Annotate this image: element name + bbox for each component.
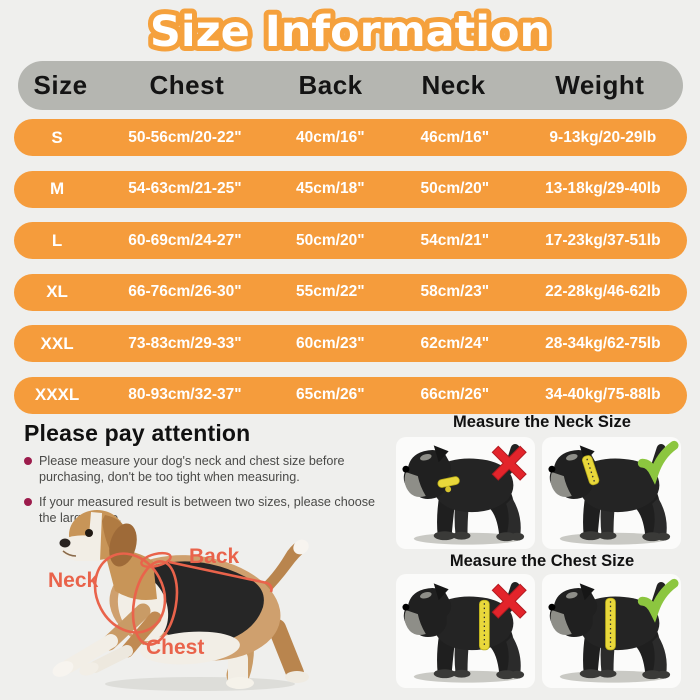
table-body: S 50-56cm/20-22" 40cm/16" 46cm/16" 9-13k… [14, 119, 687, 414]
cell-size: M [49, 179, 65, 198]
collar-band [437, 476, 460, 493]
cell-weight: 28-34kg/62-75lb [545, 334, 661, 352]
cell-back: 45cm/18" [296, 180, 365, 197]
chest-wrong-card [396, 574, 535, 688]
neck-guide-row [396, 437, 681, 549]
cell-size: XXXL [34, 385, 80, 404]
tape-band [479, 599, 490, 651]
chest-correct-card [542, 574, 681, 688]
tape-band [581, 455, 600, 486]
table-header-row: Size Chest Back Neck Weight [18, 61, 683, 110]
cell-size: L [51, 230, 63, 250]
cell-weight: 13-18kg/29-40lb [545, 180, 661, 197]
list-item: Please measure your dog's neck and chest… [24, 453, 382, 485]
header-neck: Neck [421, 70, 486, 100]
header-back: Back [298, 70, 363, 100]
cell-weight: 34-40kg/75-88lb [545, 386, 661, 403]
cell-weight: 22-28kg/46-62lb [545, 283, 661, 300]
diagram-label-neck: Neck [48, 569, 99, 592]
cell-weight: 9-13kg/20-29lb [549, 128, 657, 146]
cell-neck: 66cm/26" [420, 386, 490, 403]
attention-heading: Please pay attention [24, 420, 251, 446]
diagram-label-back: Back [189, 545, 240, 568]
cell-back: 40cm/16" [296, 128, 365, 146]
cell-chest: 73-83cm/29-33" [128, 334, 242, 352]
cell-back: 60cm/23" [296, 334, 365, 352]
bullet-dot-icon [24, 498, 32, 507]
header-size: Size [33, 70, 88, 100]
neck-wrong-card [396, 437, 535, 549]
cell-back: 50cm/20" [296, 231, 365, 249]
chest-guide-title: Measure the Chest Size [449, 552, 635, 570]
cell-size: S [51, 127, 63, 147]
cell-neck: 58cm/23" [420, 283, 490, 300]
attention-note: Please measure your dog's neck and chest… [39, 454, 345, 485]
diagram-label-chest: Chest [146, 636, 205, 659]
neck-correct-card [542, 437, 681, 549]
cell-chest: 80-93cm/32-37" [128, 386, 242, 403]
header-weight: Weight [555, 70, 645, 100]
table-row: S 50-56cm/20-22" 40cm/16" 46cm/16" 9-13k… [14, 119, 687, 156]
cell-neck: 62cm/24" [420, 334, 490, 352]
cell-back: 55cm/22" [296, 283, 365, 300]
table-row: L 60-69cm/24-27" 50cm/20" 54cm/21" 17-23… [14, 222, 687, 259]
chest-guide-row [396, 574, 681, 688]
cell-back: 65cm/26" [296, 386, 365, 403]
measure-lines [93, 551, 273, 646]
dog-photo [396, 437, 527, 549]
page-title: Size Information [150, 7, 550, 57]
cell-chest: 54-63cm/21-25" [128, 180, 242, 197]
table-row: XL 66-76cm/26-30" 55cm/22" 58cm/23" 22-2… [14, 273, 687, 311]
table-row: M 54-63cm/21-25" 45cm/18" 50cm/20" 13-18… [14, 170, 687, 208]
bullet-dot-icon [24, 457, 32, 465]
cell-chest: 60-69cm/24-27" [128, 231, 242, 249]
size-table: Size Chest Back Neck Weight S 50-56cm/20… [14, 61, 687, 414]
beagle-measure-diagram [52, 510, 309, 691]
page-title-art: Size Information [145, 2, 555, 60]
tape-band [605, 597, 616, 651]
cell-neck: 50cm/20" [420, 180, 490, 197]
header-chest: Chest [149, 70, 225, 100]
cell-weight: 17-23kg/37-51lb [545, 231, 661, 249]
table-row: XXL 73-83cm/29-33" 60cm/23" 62cm/24" 28-… [14, 325, 687, 362]
cell-size: XXL [40, 333, 74, 353]
dog-photo [396, 574, 527, 688]
cell-neck: 54cm/21" [420, 231, 490, 249]
cell-chest: 66-76cm/26-30" [128, 283, 242, 300]
neck-guide-title: Measure the Neck Size [453, 413, 631, 431]
cell-size: XL [46, 282, 68, 301]
dog-photo [542, 574, 681, 688]
cell-chest: 50-56cm/20-22" [128, 128, 242, 146]
table-row: XXXL 80-93cm/32-37" 65cm/26" 66cm/26" 34… [14, 376, 687, 414]
dog-photo [542, 437, 681, 549]
cell-neck: 46cm/16" [420, 128, 490, 146]
attention-list: Please measure your dog's neck and chest… [24, 453, 382, 535]
